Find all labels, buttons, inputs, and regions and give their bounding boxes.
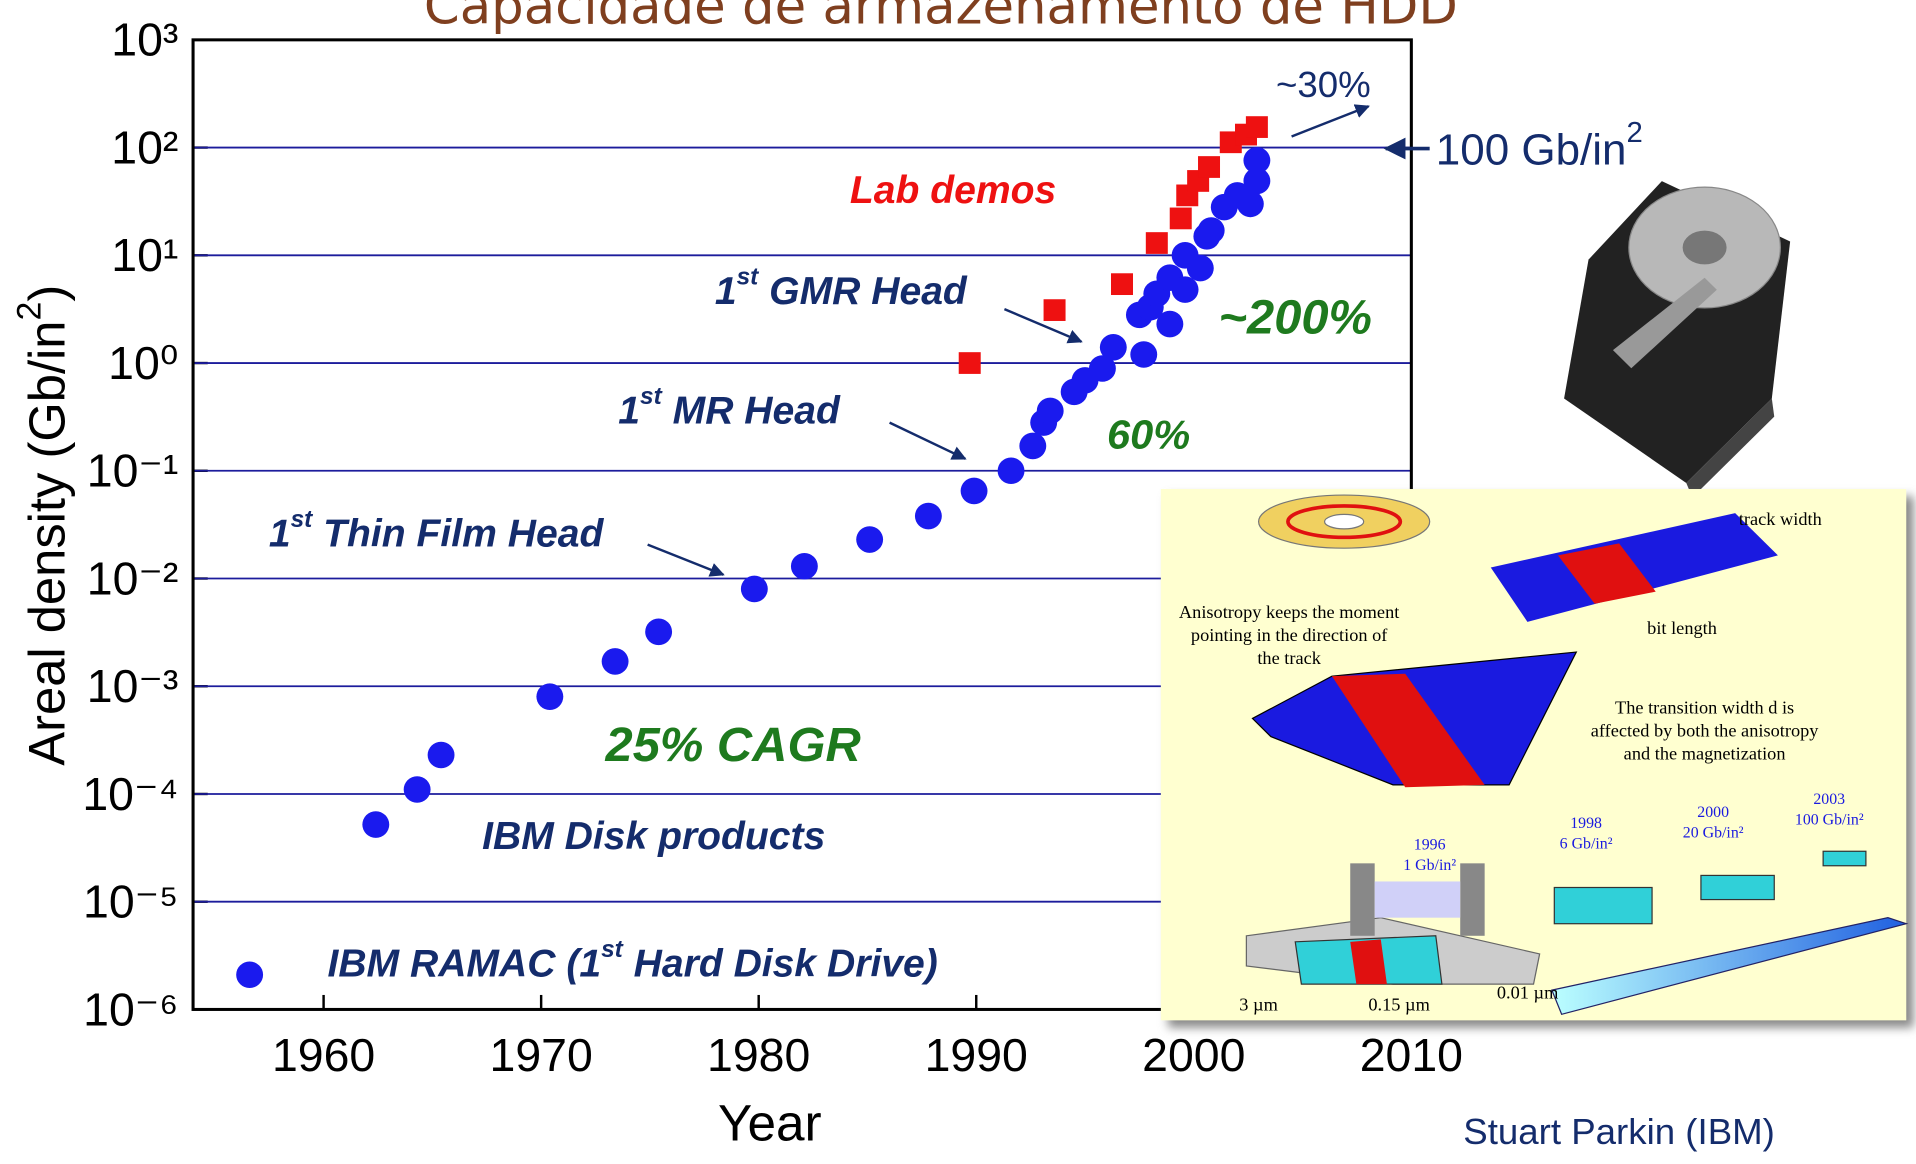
hdd-photo [1564, 181, 1790, 497]
inset-label: the track [1257, 648, 1321, 668]
point [1243, 168, 1270, 195]
inset-label: 2000 [1697, 804, 1729, 821]
y-tick-label: 10⁰ [108, 337, 178, 389]
point [1019, 433, 1046, 460]
x-tick-label: 2000 [1142, 1029, 1245, 1081]
point [1172, 276, 1199, 303]
y-tick-label: 10³ [111, 14, 178, 66]
point [1037, 398, 1064, 425]
point [1111, 273, 1133, 295]
point [1156, 311, 1183, 338]
y-tick-label: 10⁻¹ [87, 445, 179, 497]
x-tick-label: 1980 [707, 1029, 810, 1081]
y-tick-label: 10⁻² [87, 553, 179, 605]
arrow [1004, 309, 1081, 342]
annotation: 100 Gb/in2 [1436, 117, 1643, 174]
chart-title: Capacidade de armazenamento de HDD [424, 0, 1458, 37]
annotation: 1st GMR Head [715, 263, 968, 312]
point [741, 576, 768, 603]
point [1130, 341, 1157, 368]
point [236, 961, 263, 988]
annotation: IBM RAMAC (1st Hard Disk Drive) [327, 936, 937, 985]
y-tick-label: 10⁻⁴ [82, 768, 178, 820]
point [961, 478, 988, 505]
point [1198, 217, 1225, 244]
point [1246, 116, 1268, 138]
legend-label: Lab demos [850, 169, 1056, 212]
y-tick-label: 10⁻⁵ [83, 876, 178, 928]
y-tick-label: 10¹ [111, 229, 178, 281]
x-tick-label: 1970 [490, 1029, 593, 1081]
credit: Stuart Parkin (IBM) [1463, 1111, 1775, 1152]
point [1044, 299, 1066, 321]
inset-label: and the magnetization [1624, 744, 1786, 764]
point [428, 742, 455, 769]
point [536, 683, 563, 710]
point [645, 619, 672, 646]
point [959, 352, 981, 374]
chart: Capacidade de armazenamento de HDD 1st G… [0, 0, 1916, 1164]
x-tick-label: 1990 [925, 1029, 1028, 1081]
y-axis-title: Areal density (Gb/in2) [10, 285, 75, 766]
arrow [1292, 106, 1369, 136]
inset-diagram: track width bit length Anisotropy keeps th… [1161, 489, 1906, 1020]
x-axis-title: Year [718, 1095, 822, 1152]
inset-label: 2003 [1813, 791, 1845, 808]
annotation: ~30% [1276, 64, 1371, 105]
y-tick-label: 10⁻⁶ [83, 984, 178, 1036]
point [362, 811, 389, 838]
inset-label: 0.01 µm [1497, 983, 1558, 1003]
inset-label: 1 Gb/in² [1403, 857, 1456, 874]
inset-label: 1998 [1570, 815, 1602, 832]
arrow [648, 545, 724, 575]
x-tick-label: 1960 [272, 1029, 375, 1081]
annotation: 1st MR Head [618, 383, 841, 432]
inset-label: 6 Gb/in² [1560, 836, 1613, 853]
arrow [890, 423, 966, 459]
point [1237, 191, 1264, 218]
y-tick-label: 10⁻³ [87, 660, 179, 712]
point [1146, 232, 1168, 254]
annotation: ~200% [1218, 291, 1372, 345]
inset-label: Anisotropy keeps the moment [1179, 602, 1399, 622]
point [856, 526, 883, 553]
inset-label: track width [1739, 509, 1822, 529]
inset-label: 100 Gb/in² [1795, 811, 1864, 828]
inset-label: bit length [1647, 618, 1717, 638]
y-tick-label: 10² [111, 122, 178, 174]
point [998, 457, 1025, 484]
point [1198, 156, 1220, 178]
inset-label: 0.15 µm [1368, 995, 1429, 1015]
legend-label: IBM Disk products [482, 815, 825, 858]
point [1100, 334, 1127, 361]
inset-label: The transition width d is [1615, 698, 1794, 718]
annotation: 1st Thin Film Head [269, 506, 605, 555]
page: Capacidade de armazenamento de HDD 1st G… [0, 0, 1916, 1164]
point [602, 648, 629, 675]
point [915, 503, 942, 530]
inset-label: 1996 [1414, 837, 1446, 854]
annotation: 60% [1107, 412, 1190, 458]
annotation: 25% CAGR [605, 718, 861, 772]
point [791, 553, 818, 580]
inset-label: 20 Gb/in² [1683, 825, 1744, 842]
point [404, 776, 431, 803]
inset-label: pointing in the direction of [1191, 625, 1388, 645]
inset-label: 3 µm [1239, 995, 1278, 1015]
x-tick-label: 2010 [1360, 1029, 1463, 1081]
point [1187, 255, 1214, 282]
inset-label: affected by both the anisotropy [1591, 721, 1820, 741]
point [1170, 208, 1192, 230]
